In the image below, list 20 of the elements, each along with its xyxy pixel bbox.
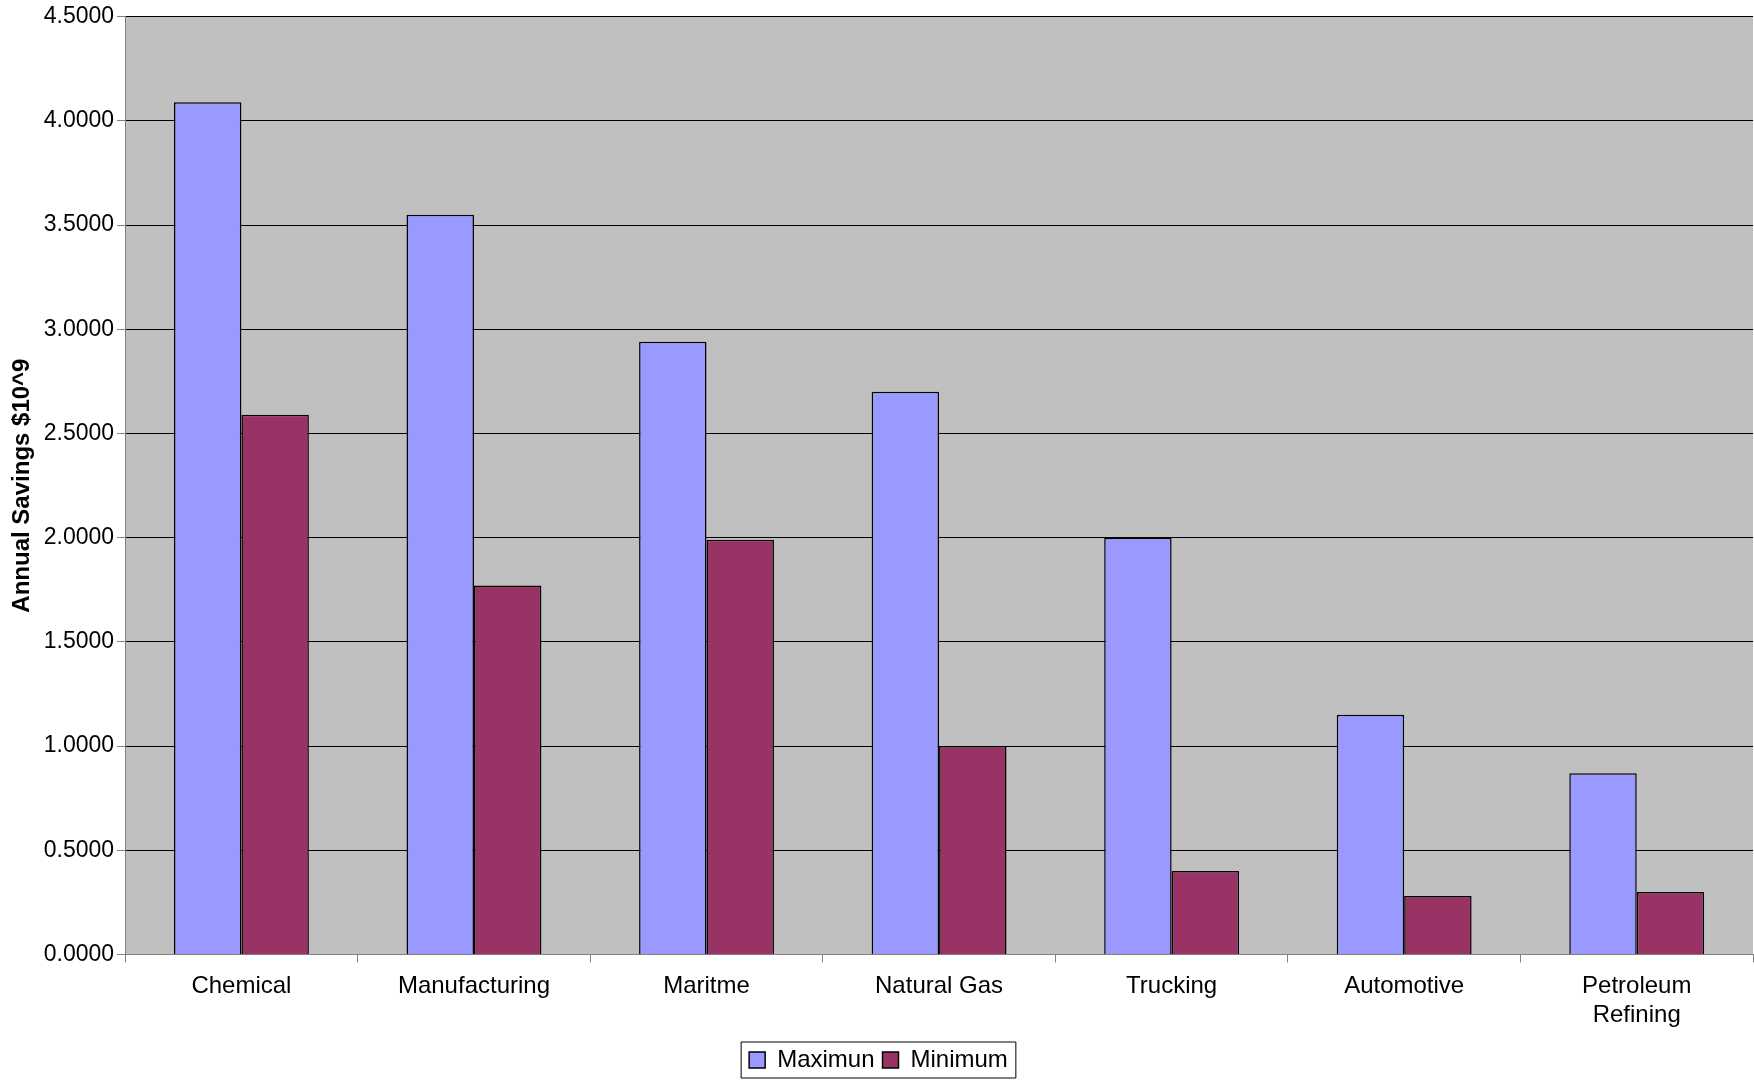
y-tick-label: 4.0000 [43,106,115,133]
y-tick-label: 1.5000 [43,627,115,654]
y-tick-label: 4.5000 [43,2,115,29]
y-tick-label: 2.5000 [43,418,115,445]
y-tick-label: 0.5000 [43,835,115,862]
x-tick-label: Maritme [663,971,750,999]
x-tick-label: Automotive [1344,971,1465,999]
x-tick-label: Natural Gas [875,971,1004,999]
y-axis-title: Annual Savings $10^9 [7,358,35,613]
legend-label: Minimum [910,1044,1008,1072]
x-tick-label: Chemical [191,971,292,999]
y-tick-label: 0.0000 [43,939,115,966]
y-tick-label: 1.0000 [43,731,115,758]
legend-label: Maximun [777,1044,875,1072]
y-tick-label: 2.0000 [43,523,115,550]
x-tick-label: Manufacturing [397,971,551,999]
x-tick-label: Petroleum Refining [1582,971,1692,1028]
x-tick-label: Trucking [1126,971,1218,999]
y-tick-label: 3.0000 [43,314,115,341]
y-tick-label: 3.5000 [43,210,115,237]
